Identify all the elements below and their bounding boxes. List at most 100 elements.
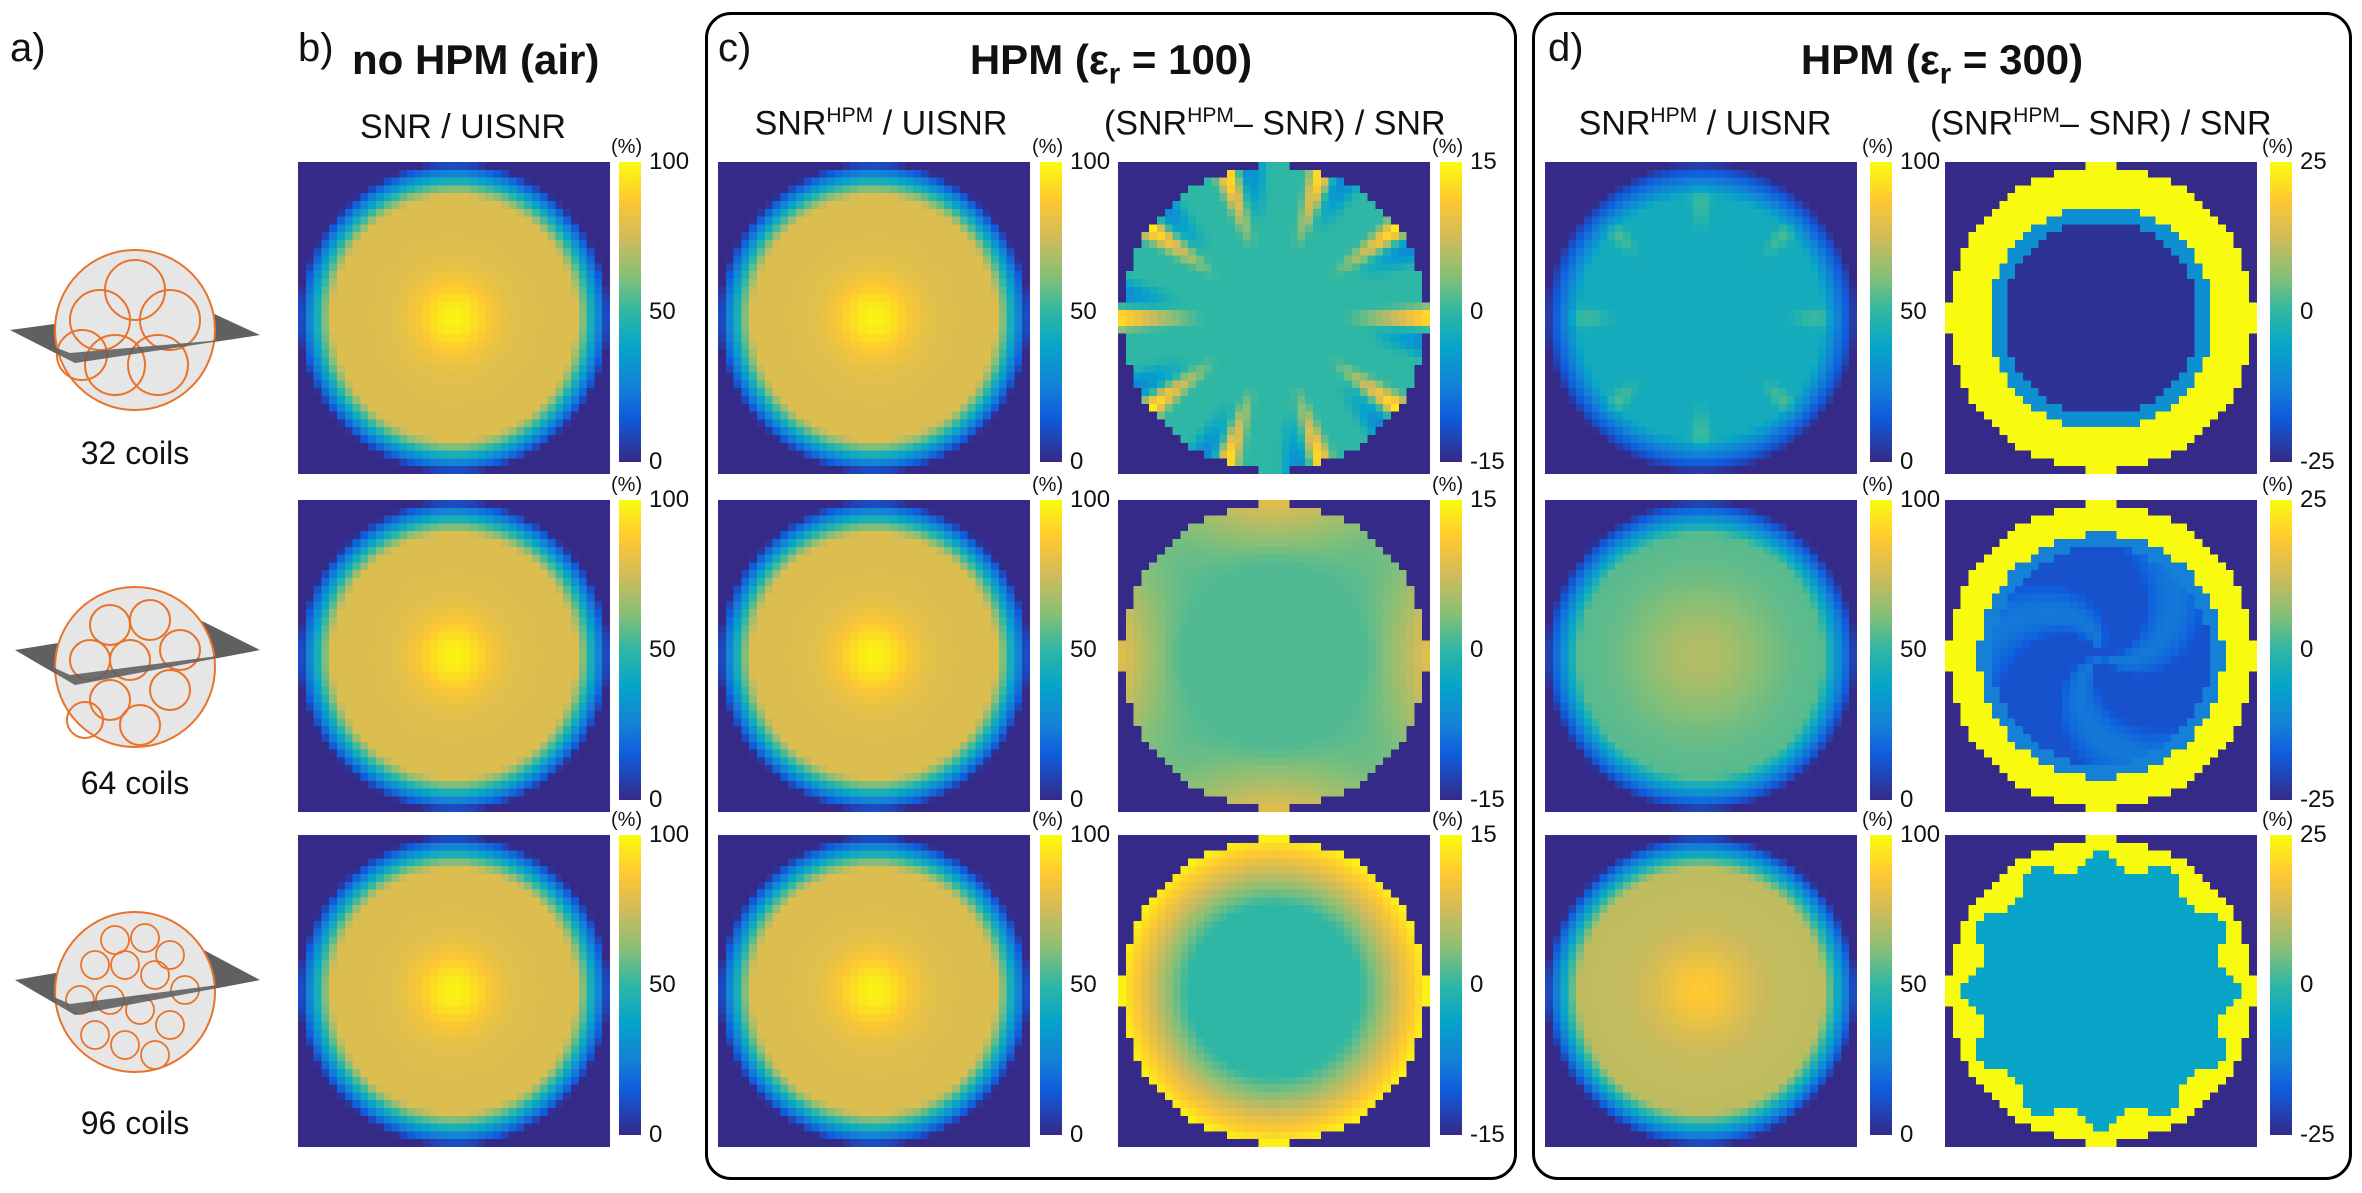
d-ratio-row3-tick-label: 100	[1900, 821, 1941, 848]
d-ratio-row2-colorbar	[1870, 500, 1892, 800]
b-snr-map-row1	[298, 162, 610, 474]
sphere-32-coil-icon	[10, 249, 260, 411]
c-diff-row3-tick-label: 0	[1470, 971, 1484, 998]
d-diff-map-row1	[1945, 162, 2257, 474]
b-snr-row2-unit-label: (%)	[611, 474, 643, 496]
d-ratio-row2-tick-label: 50	[1900, 636, 1927, 663]
c-diff-row1-tick-label: -15	[1470, 448, 1505, 475]
c-ratio-row2-tick-label: 50	[1070, 636, 1097, 663]
c-ratio-row3-unit-label: (%)	[1032, 809, 1064, 831]
col-header-snr: SNR / UISNR	[360, 108, 566, 146]
d-diff-row2-tick-label: 0	[2300, 636, 2314, 663]
sphere-96-coil-icon	[15, 911, 260, 1073]
d-diff-row2-colorbar	[2270, 500, 2292, 800]
b-snr-row1-unit-label: (%)	[611, 136, 643, 158]
c-diff-row1-tick-label: 0	[1470, 298, 1484, 325]
d-ratio-row1-tick-label: 50	[1900, 298, 1927, 325]
b-snr-row1-tick-label: 100	[649, 148, 690, 175]
c-diff-row3-tick-label: 15	[1470, 821, 1497, 848]
b-snr-row3-tick-label: 100	[649, 821, 690, 848]
col-header-d-ratio: SNRHPM / UISNR	[1578, 104, 1832, 143]
d-diff-row2-tick-label: 25	[2300, 486, 2327, 513]
coil-label-32: 32 coils	[80, 435, 190, 471]
d-ratio-row1-tick-label: 100	[1900, 148, 1941, 175]
d-diff-row1-tick-label: -25	[2300, 448, 2335, 475]
d-diff-row2-tick-label: -25	[2300, 786, 2335, 813]
d-diff-row3-unit-label: (%)	[2262, 809, 2294, 831]
c-ratio-row2-unit-label: (%)	[1032, 474, 1064, 496]
c-ratio-row1-tick-label: 100	[1070, 148, 1111, 175]
d-diff-row1-colorbar	[2270, 162, 2292, 462]
panel-label-c: c)	[718, 26, 752, 70]
d-ratio-row1-tick-label: 0	[1900, 448, 1914, 475]
d-ratio-row2-tick-label: 0	[1900, 786, 1914, 813]
c-diff-row2-tick-label: 0	[1470, 636, 1484, 663]
col-header-c-ratio: SNRHPM / UISNR	[754, 104, 1008, 143]
c-ratio-row3-tick-label: 100	[1070, 821, 1111, 848]
c-ratio-map-row1	[718, 162, 1030, 474]
d-ratio-row1-colorbar	[1870, 162, 1892, 462]
c-diff-row3-colorbar	[1440, 835, 1462, 1135]
panel-label-a: a)	[10, 26, 46, 70]
coil-label-96: 96 coils	[80, 1105, 190, 1141]
b-snr-row3-tick-label: 0	[649, 1121, 663, 1148]
b-snr-row2-tick-label: 50	[649, 636, 676, 663]
d-diff-map-row3	[1945, 835, 2257, 1147]
d-ratio-row3-colorbar	[1870, 835, 1892, 1135]
d-ratio-map-row1	[1545, 162, 1857, 474]
b-snr-row2-tick-label: 100	[649, 486, 690, 513]
b-snr-row3-colorbar	[619, 835, 641, 1135]
c-ratio-row1-tick-label: 0	[1070, 448, 1084, 475]
c-ratio-row2-tick-label: 100	[1070, 486, 1111, 513]
c-ratio-row1-unit-label: (%)	[1032, 136, 1064, 158]
d-diff-row3-tick-label: 0	[2300, 971, 2314, 998]
c-diff-row1-unit-label: (%)	[1432, 136, 1464, 158]
section-c-box	[705, 12, 1517, 1180]
b-snr-row1-colorbar	[619, 162, 641, 462]
c-diff-row2-tick-label: 15	[1470, 486, 1497, 513]
d-ratio-row2-unit-label: (%)	[1862, 474, 1894, 496]
c-ratio-row2-tick-label: 0	[1070, 786, 1084, 813]
c-diff-row3-unit-label: (%)	[1432, 809, 1464, 831]
b-snr-map-row2	[298, 500, 610, 812]
d-diff-row1-tick-label: 0	[2300, 298, 2314, 325]
section-c-title: HPM (εr = 100)	[969, 36, 1253, 91]
d-diff-row1-unit-label: (%)	[2262, 136, 2294, 158]
d-diff-row2-unit-label: (%)	[2262, 474, 2294, 496]
sphere-64-coil-icon	[15, 586, 260, 748]
panel-label-b: b)	[298, 26, 334, 70]
c-diff-row1-colorbar	[1440, 162, 1462, 462]
b-snr-row2-colorbar	[619, 500, 641, 800]
b-snr-map-row3	[298, 835, 610, 1147]
d-ratio-row3-tick-label: 0	[1900, 1121, 1914, 1148]
c-ratio-row2-colorbar	[1040, 500, 1062, 800]
section-d-box	[1532, 12, 2352, 1180]
d-diff-map-row2	[1945, 500, 2257, 812]
c-ratio-row1-tick-label: 50	[1070, 298, 1097, 325]
c-diff-map-row3	[1118, 835, 1430, 1147]
b-snr-row2-tick-label: 0	[649, 786, 663, 813]
c-ratio-row1-colorbar	[1040, 162, 1062, 462]
col-header-d-diff: (SNRHPM– SNR) / SNR	[1930, 104, 2272, 143]
d-ratio-map-row2	[1545, 500, 1857, 812]
c-diff-row3-tick-label: -15	[1470, 1121, 1505, 1148]
col-header-c-diff: (SNRHPM– SNR) / SNR	[1104, 104, 1446, 143]
c-diff-map-row2	[1118, 500, 1430, 812]
c-diff-row2-tick-label: -15	[1470, 786, 1505, 813]
section-b-title: no HPM (air)	[352, 36, 600, 83]
d-diff-row1-tick-label: 25	[2300, 148, 2327, 175]
c-ratio-row3-tick-label: 0	[1070, 1121, 1084, 1148]
d-diff-row3-tick-label: -25	[2300, 1121, 2335, 1148]
b-snr-row1-tick-label: 50	[649, 298, 676, 325]
c-ratio-map-row3	[718, 835, 1030, 1147]
d-ratio-row3-unit-label: (%)	[1862, 809, 1894, 831]
d-ratio-row2-tick-label: 100	[1900, 486, 1941, 513]
b-snr-row3-unit-label: (%)	[611, 809, 643, 831]
d-ratio-row3-tick-label: 50	[1900, 971, 1927, 998]
panel-label-d: d)	[1548, 26, 1584, 70]
c-diff-row1-tick-label: 15	[1470, 148, 1497, 175]
d-diff-row3-tick-label: 25	[2300, 821, 2327, 848]
c-diff-map-row1	[1118, 162, 1430, 474]
section-d-title: HPM (εr = 300)	[1800, 36, 2084, 91]
d-ratio-map-row3	[1545, 835, 1857, 1147]
